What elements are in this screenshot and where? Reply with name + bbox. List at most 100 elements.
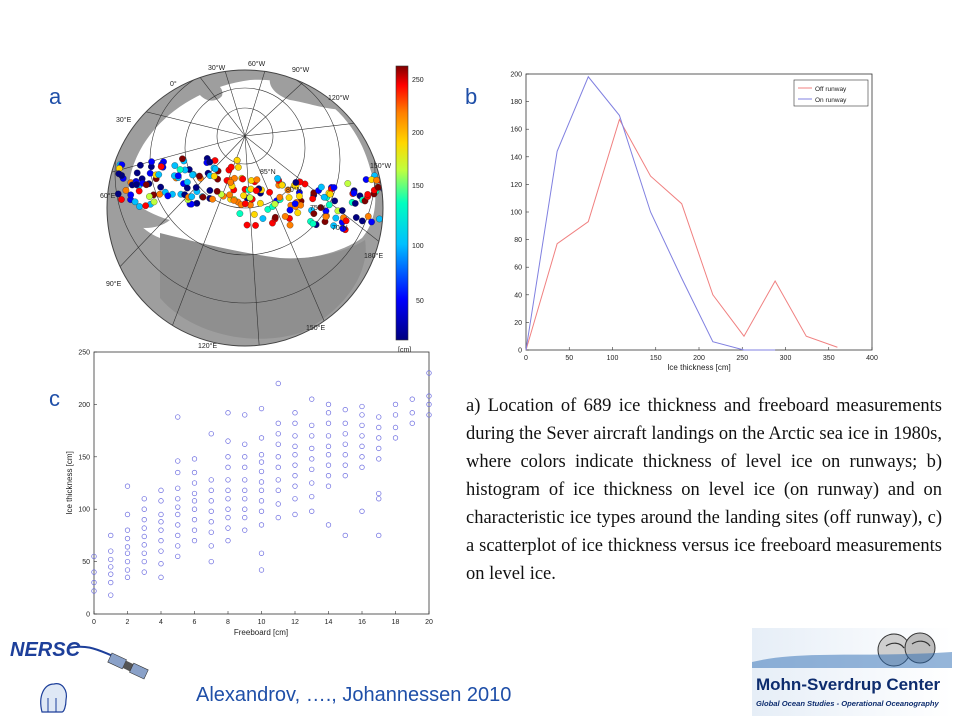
colorbar-ticks: 250 200 150 100 50 [cm]: [398, 77, 424, 354]
y-tick-label: 20: [514, 320, 522, 327]
x-tick-label: 8: [226, 619, 230, 626]
scatter-point: [158, 498, 164, 504]
series-line-0: [525, 118, 838, 351]
scatter-point: [225, 477, 231, 483]
measurement-dot: [248, 177, 255, 184]
scatter-point: [325, 410, 332, 416]
scatter-point: [342, 441, 348, 447]
scatter-point: [141, 558, 147, 565]
scatter-point: [309, 493, 315, 500]
scatter-point: [342, 420, 348, 426]
measurement-dot: [150, 198, 158, 206]
scatter-point: [258, 459, 265, 465]
measurement-dot: [376, 215, 383, 223]
scatter-point: [426, 401, 432, 408]
measurement-dot: [332, 214, 340, 222]
measurement-dot: [291, 200, 299, 208]
scatter-point: [258, 479, 265, 485]
measurement-dot: [259, 215, 267, 222]
scatter-point: [158, 574, 164, 580]
scatter-point: [208, 519, 214, 525]
scatter-point: [124, 483, 131, 489]
measurement-dot: [210, 172, 218, 180]
scatter-point: [158, 561, 164, 567]
scatter-point: [309, 466, 315, 473]
msc-title: Mohn-Sverdrup Center: [756, 675, 941, 694]
scatter-point: [258, 468, 265, 475]
measurement-dot: [156, 190, 164, 198]
measurement-dot: [157, 183, 165, 191]
scatter-point: [409, 420, 415, 426]
measurement-dot: [148, 158, 155, 166]
scatter-point: [359, 422, 365, 429]
scatter-point: [376, 424, 382, 431]
y-tick-label: 80: [514, 237, 522, 244]
author-credit: Alexandrov, …., Johannessen 2010: [196, 684, 512, 706]
measurement-dot: [350, 189, 358, 197]
measurement-dot: [171, 162, 179, 169]
x-axis-label: Freeboard [cm]: [234, 628, 288, 637]
measurement-dot: [364, 213, 372, 220]
scatter-point: [376, 456, 382, 462]
legend-label: On runway: [815, 97, 847, 104]
scatter-point: [426, 370, 432, 376]
scatter-point: [342, 462, 348, 468]
scatter-point: [141, 525, 147, 531]
measurement-dot: [286, 206, 294, 214]
measurement-dot: [352, 214, 360, 221]
scatter-point: [292, 452, 298, 458]
scatter-point: [242, 487, 248, 493]
y-tick-label: 140: [510, 154, 522, 161]
scatter-point: [242, 496, 248, 502]
grid-label: 120°E: [198, 342, 217, 350]
measurement-dot: [374, 183, 382, 191]
scatter-point: [292, 420, 298, 426]
measurement-dot: [118, 196, 125, 203]
scatter-point: [258, 452, 265, 458]
measurement-dot: [146, 169, 154, 177]
x-axis-label: Ice thickness [cm]: [667, 363, 731, 372]
measurement-dot: [189, 171, 196, 179]
scatter-point: [258, 487, 265, 493]
scatter-point: [208, 498, 214, 504]
measurement-dot: [174, 172, 182, 180]
measurement-dot: [318, 183, 325, 191]
measurement-dot: [281, 213, 289, 220]
plot-area: [525, 73, 873, 351]
measurement-dot: [358, 217, 366, 225]
measurement-dot: [164, 192, 172, 200]
scatter-point: [124, 567, 131, 573]
measurement-dot: [284, 186, 292, 194]
measurement-dot: [286, 221, 294, 229]
scatter-point: [91, 588, 97, 594]
grid-label: 30°W: [208, 64, 226, 72]
colorbar-tick: 100: [412, 243, 424, 250]
measurement-dot: [344, 180, 352, 187]
scatter-point: [376, 445, 382, 452]
scatter-point: [258, 435, 265, 441]
measurement-dot: [278, 181, 286, 189]
scatter-point: [309, 445, 315, 452]
measurement-dot: [330, 184, 338, 191]
grid-label: 90°E: [106, 280, 122, 288]
scatter-point: [359, 412, 365, 418]
y-tick-label: 200: [510, 72, 522, 79]
y-tick-label: 100: [78, 507, 90, 514]
scatter-point: [409, 396, 415, 402]
x-tick-label: 200: [693, 355, 705, 362]
y-tick-label: 0: [86, 612, 90, 619]
measurement-dot: [296, 192, 303, 200]
scatter-point: [225, 487, 231, 493]
measurement-dot: [240, 192, 247, 199]
measurement-dot: [309, 195, 317, 203]
scatter-point: [275, 514, 281, 521]
histogram-chart: 0 50 100 150 200 250 300 350 400 0 20 40 60 80 100 120 1…: [510, 72, 878, 373]
x-tick-label: 10: [258, 619, 266, 626]
y-tick-label: 150: [78, 454, 90, 461]
measurement-dot: [351, 200, 359, 207]
scatter-point: [342, 532, 348, 539]
scatter-point: [91, 553, 97, 560]
y-tick-label: 100: [510, 210, 522, 217]
scatter-point: [275, 464, 281, 470]
